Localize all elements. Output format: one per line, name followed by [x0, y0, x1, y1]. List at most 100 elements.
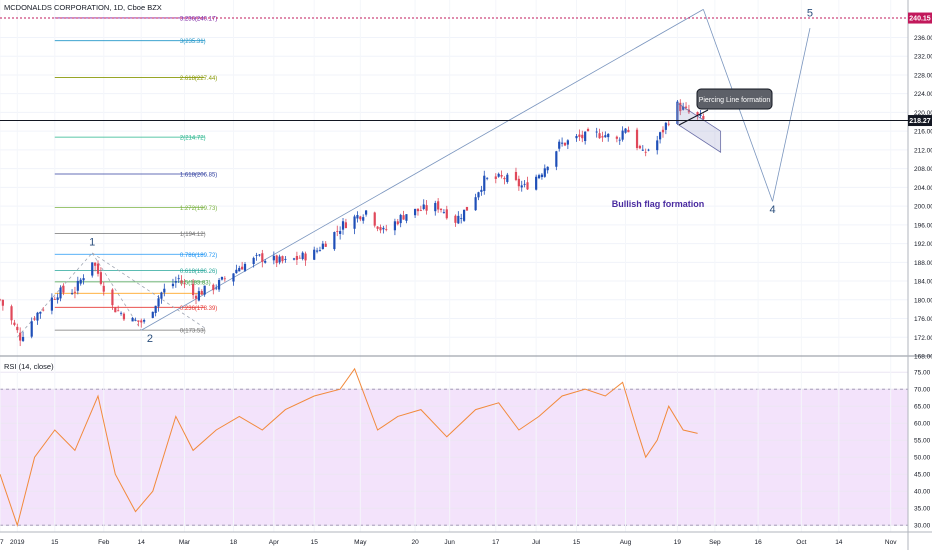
callout-box[interactable]	[696, 88, 773, 110]
candle-body	[192, 284, 195, 296]
candle-body	[644, 151, 647, 153]
candle-body	[604, 135, 607, 138]
candle-body	[702, 116, 705, 120]
candle-body	[659, 132, 662, 140]
wave-label-5: 5	[807, 7, 813, 19]
bull-flag-channel	[676, 102, 722, 153]
candle-body	[62, 285, 65, 293]
candle-body	[546, 166, 549, 171]
price-tick-label: 176.00	[914, 316, 932, 323]
candle-body	[581, 134, 584, 139]
wave-label-1: 1	[89, 236, 95, 248]
candle-body	[99, 272, 102, 284]
candle-body	[465, 206, 469, 211]
wave-1-leg	[16, 252, 93, 338]
candle-body	[624, 128, 627, 133]
price-tick-label: 236.00	[914, 35, 932, 42]
candle-body	[183, 283, 186, 285]
candle-body	[70, 293, 74, 295]
candle-body	[480, 189, 483, 192]
candle-body	[59, 287, 62, 299]
price-tick-label: 224.00	[914, 91, 932, 98]
price-tick-label: 188.00	[914, 260, 932, 267]
candlestick-series	[0, 99, 705, 347]
candle-body	[73, 291, 77, 293]
flag-annotation: Bullish flag formation	[612, 199, 705, 209]
candle-body	[517, 178, 520, 187]
fib-retracement-level-label: 0.786(189.72)	[180, 253, 217, 259]
candle-body	[151, 311, 154, 318]
candle-body	[1, 299, 4, 306]
fib-extension-level-label: 1(194.12)	[180, 232, 206, 238]
candle-body	[523, 183, 526, 185]
candle-body	[696, 112, 699, 116]
time-tick-label: 27	[0, 539, 4, 546]
rsi-tick-label: 30.00	[914, 523, 931, 530]
candle-body	[353, 216, 356, 229]
candle-body	[379, 227, 382, 231]
candle-body	[255, 254, 258, 256]
callout-pointer	[678, 109, 709, 126]
candle-body	[682, 106, 685, 110]
current-price-badge-label: 218.27	[909, 118, 931, 125]
fib-extension-level-label: 1.272(199.73)	[180, 206, 217, 212]
price-tick-label: 192.00	[914, 241, 932, 248]
candle-body	[91, 262, 94, 276]
candle-body	[598, 133, 601, 139]
candle-body	[454, 215, 457, 223]
time-tick-label: 15	[311, 539, 319, 546]
candle-body	[96, 263, 100, 274]
fib-retracement-level-label: 0(173.53)	[180, 329, 206, 335]
candle-body	[647, 149, 650, 151]
rsi-tick-label: 50.00	[914, 455, 931, 462]
wave-label-3: 3	[700, 0, 706, 3]
candle-body	[137, 320, 140, 322]
candle-body	[641, 149, 644, 151]
time-tick-label: Apr	[269, 539, 280, 546]
candle-body	[134, 319, 137, 321]
candle-body	[76, 280, 79, 291]
candle-body	[163, 288, 166, 293]
candle-body	[39, 311, 42, 314]
candle-body	[180, 280, 183, 283]
rsi-tick-label: 45.00	[914, 472, 931, 479]
price-tick-label: 180.00	[914, 297, 932, 304]
time-tick-label: 14	[138, 539, 146, 546]
candle-body	[393, 221, 397, 231]
price-axis[interactable]: 168.00 172.00 176.00 180.00 184.00 188.00 192.…	[914, 35, 932, 361]
candle-body	[638, 145, 642, 149]
candle-body	[50, 297, 53, 311]
candle-body	[336, 231, 339, 232]
candle-body	[295, 255, 299, 260]
candle-body	[114, 307, 117, 313]
candle-body	[558, 141, 561, 149]
candle-body	[445, 209, 448, 219]
candle-body	[413, 208, 417, 216]
time-tick-label: 15	[573, 539, 581, 546]
candle-body	[419, 210, 422, 211]
rsi-axis[interactable]: 30.00 35.00 40.00 45.00 50.00 55.00 60.00 65.00…	[914, 370, 931, 530]
candle-body	[117, 310, 120, 312]
candle-body	[575, 135, 578, 139]
rsi-line	[0, 367, 698, 527]
candle-body	[243, 263, 247, 271]
candle-body	[679, 102, 682, 112]
candle-body	[578, 134, 581, 137]
time-tick-label: Mar	[179, 539, 191, 546]
candle-body	[434, 202, 437, 212]
fib-channel-lines	[16, 252, 205, 338]
candle-body	[315, 250, 319, 252]
rsi-tick-label: 65.00	[914, 404, 931, 411]
candle-body	[555, 151, 558, 167]
candle-body	[79, 279, 82, 284]
candle-body	[220, 276, 224, 280]
fib-extension-level-label: 3.236(240.17)	[180, 16, 217, 22]
candle-body	[36, 312, 39, 321]
price-tick-label: 196.00	[914, 222, 932, 229]
candle-body	[635, 129, 639, 149]
rsi-tick-label: 40.00	[914, 489, 931, 496]
top-price-badge-label: 240.15	[909, 16, 931, 23]
price-tick-label: 220.00	[914, 110, 932, 117]
time-axis[interactable]: 27 2019 15 Feb 14 Mar 18 Apr 15 May 20 Jun 17 Jul 15 Au…	[0, 539, 897, 546]
